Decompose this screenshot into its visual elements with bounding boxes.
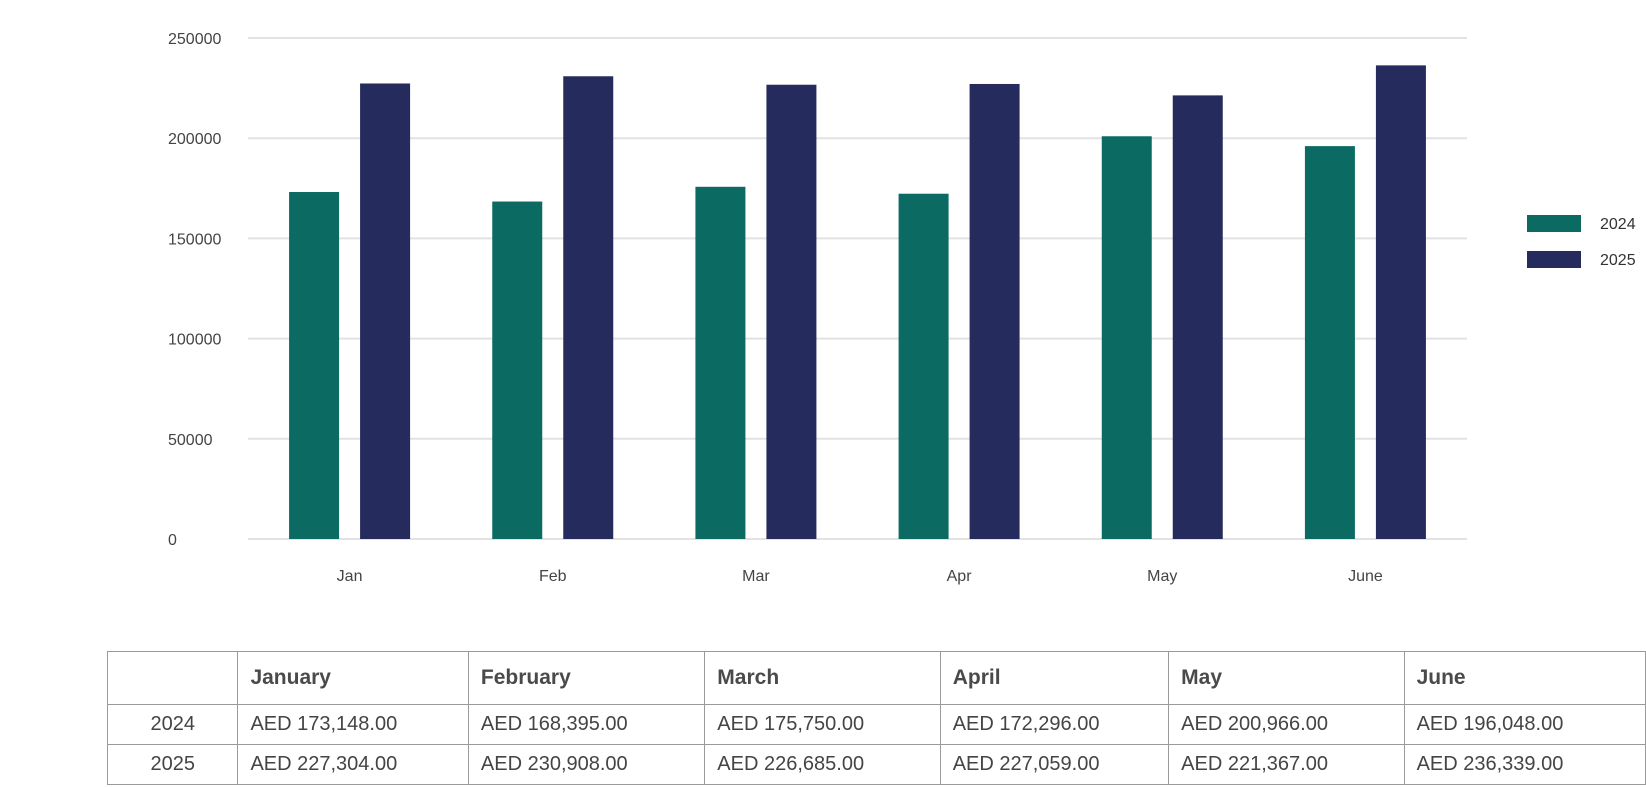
y-axis-ticks: 0 50000 100000 150000 200000 250000	[168, 31, 221, 549]
legend-swatch	[1527, 215, 1581, 232]
table-header-june: June	[1403, 651, 1646, 705]
legend-label: 2025	[1600, 252, 1636, 269]
table-row-label: 2024	[106, 704, 239, 745]
data-table: January February March April May June 20…	[106, 651, 1646, 785]
x-axis-ticks: Jan Feb Mar Apr May June	[337, 568, 1383, 585]
gridlines	[248, 37, 1467, 540]
bar-2024-mar	[695, 186, 746, 539]
x-tick-label: Feb	[539, 568, 567, 585]
table-cell: AED 200,966.00	[1168, 704, 1405, 745]
legend: 2024 2025	[1527, 215, 1636, 269]
table-header-february: February	[467, 651, 706, 705]
legend-label: 2024	[1600, 216, 1636, 233]
table-cell: AED 173,148.00	[237, 704, 469, 745]
bar-2025-jan	[360, 83, 411, 539]
x-tick-label: June	[1348, 568, 1383, 585]
table-cell: AED 226,685.00	[704, 744, 941, 785]
bars	[289, 65, 1426, 540]
table-cell: AED 168,395.00	[467, 704, 706, 745]
x-tick-label: May	[1147, 568, 1177, 585]
bar-2025-june	[1375, 65, 1426, 539]
table-header-april: April	[939, 651, 1170, 705]
table-cell: AED 175,750.00	[704, 704, 941, 745]
bar-2025-may	[1172, 95, 1223, 540]
x-tick-label: Jan	[337, 568, 363, 585]
table-header-empty	[106, 651, 239, 705]
y-tick-label: 0	[168, 532, 177, 549]
bar-2025-mar	[766, 84, 817, 539]
table-row: 2025 AED 227,304.00 AED 230,908.00 AED 2…	[106, 744, 1646, 785]
table-cell: AED 196,048.00	[1403, 704, 1646, 745]
table-row-label: 2025	[106, 744, 239, 785]
legend-swatch	[1527, 251, 1581, 268]
table-cell: AED 227,059.00	[939, 744, 1170, 785]
table-cell: AED 227,304.00	[237, 744, 469, 785]
table-cell: AED 172,296.00	[939, 704, 1170, 745]
x-tick-label: Apr	[947, 568, 973, 585]
bar-2024-may	[1101, 136, 1152, 539]
bar-2024-june	[1304, 146, 1355, 539]
table-header-march: March	[704, 651, 941, 705]
table-cell: AED 236,339.00	[1403, 744, 1646, 785]
table-row: 2024 AED 173,148.00 AED 168,395.00 AED 1…	[106, 704, 1646, 745]
y-tick-label: 150000	[168, 231, 221, 248]
bar-2025-apr	[969, 83, 1020, 540]
bar-2024-feb	[492, 201, 543, 539]
table-cell: AED 221,367.00	[1168, 744, 1405, 785]
bar-chart: 0 50000 100000 150000 200000 250000 Jan Feb Mar…	[168, 31, 1636, 585]
bar-2024-apr	[898, 193, 949, 539]
table-header-may: May	[1168, 651, 1405, 705]
y-tick-label: 200000	[168, 131, 221, 148]
y-tick-label: 250000	[168, 31, 221, 48]
y-tick-label: 50000	[168, 432, 213, 449]
bar-2024-jan	[289, 192, 340, 539]
bar-2025-feb	[563, 76, 614, 539]
table-cell: AED 230,908.00	[467, 744, 706, 785]
table-header-row: January February March April May June	[106, 651, 1646, 705]
x-tick-label: Mar	[742, 568, 770, 585]
y-tick-label: 100000	[168, 332, 221, 349]
table-header-january: January	[237, 651, 469, 705]
